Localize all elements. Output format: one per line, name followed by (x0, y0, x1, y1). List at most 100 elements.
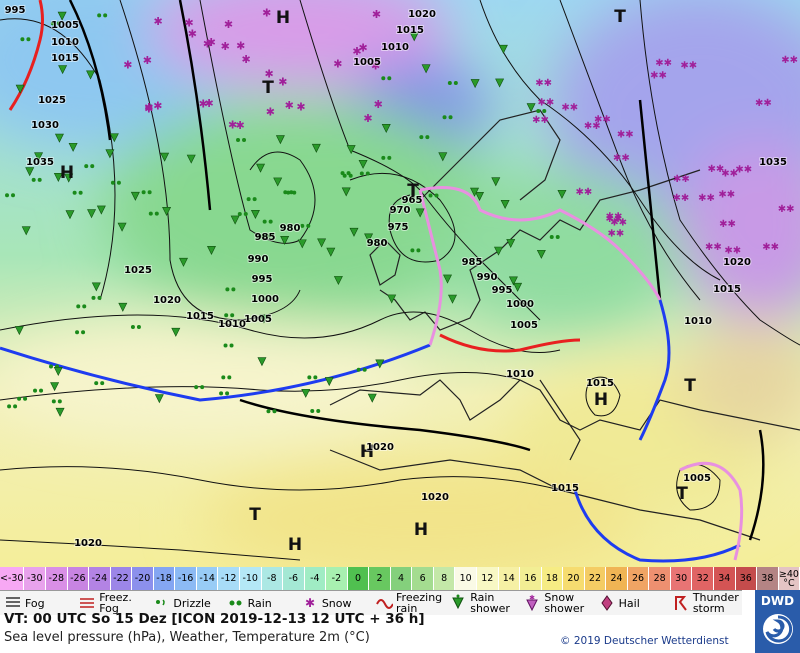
weather-legend-item: Freez. Fog (74, 591, 148, 615)
scale-cell: 18 (541, 567, 564, 590)
shower-symbol (206, 246, 216, 255)
shower-symbol (526, 103, 536, 113)
shower-symbol (364, 233, 374, 243)
scale-cell: 6 (412, 567, 434, 590)
weather-legend-item: Rain shower (445, 591, 519, 615)
rain-symbol (194, 385, 199, 390)
isobar-label: 1025 (124, 265, 152, 276)
rain-symbol (82, 304, 87, 309)
scale-cell: -16 (175, 567, 197, 590)
description: Sea level pressure (hPa), Weather, Tempe… (4, 630, 370, 645)
isobar-label: 985 (462, 257, 483, 268)
scale-cell: -2 (326, 567, 348, 590)
snow-symbol: ✱✱ (650, 71, 667, 82)
isobar-label: 1035 (759, 157, 787, 168)
scale-cell: -20 (132, 567, 154, 590)
shower-symbol (311, 143, 321, 153)
scale-cell: -24 (89, 567, 111, 590)
snow-symbol: ✱ (278, 75, 287, 88)
rain-symbol (17, 396, 22, 401)
pressure-center: H (288, 535, 302, 555)
rain-symbol (110, 180, 115, 185)
rain-symbol (130, 325, 135, 330)
rain-symbol (230, 313, 235, 318)
rain-symbol (356, 367, 361, 372)
shower-symbol (57, 11, 67, 21)
rain-symbol (292, 190, 297, 195)
shower-symbol (536, 249, 546, 259)
shower-symbol (259, 314, 269, 324)
scale-cell: -12 (218, 567, 240, 590)
isobar-label: 970 (390, 205, 411, 216)
rain-symbol (26, 37, 31, 42)
scale-cell: 12 (476, 567, 499, 590)
snow-symbol: ✱ (185, 17, 194, 30)
isobar-label: 1025 (38, 95, 66, 106)
scale-cell: <-30 (0, 567, 25, 590)
rain-symbol (225, 391, 230, 396)
pressure-center: H (360, 442, 374, 462)
snow-symbol: ✱✱ (705, 242, 722, 253)
rain-symbol (387, 76, 392, 81)
shower-symbol (346, 145, 356, 155)
scale-cell: -22 (110, 567, 133, 590)
scale-cell: 14 (498, 567, 521, 590)
scale-cell: -8 (261, 567, 284, 590)
rain-symbol (286, 190, 291, 195)
scale-cell: 30 (670, 567, 693, 590)
svg-text:✱: ✱ (529, 594, 535, 602)
snow-symbol: ✱✱ (721, 169, 738, 180)
rain-symbol (448, 115, 453, 120)
snow-symbol: ✱✱ (755, 98, 772, 109)
rain-symbol (410, 248, 415, 253)
shower-symbol (273, 177, 283, 187)
weather-legend-item: Fog (0, 591, 74, 615)
snow-symbol: ✱ (236, 39, 245, 52)
snow-symbol: ✱ (123, 59, 132, 72)
weather-icon (601, 595, 613, 611)
isobar-label: 1015 (51, 53, 79, 64)
snow-symbol: ✱ (235, 119, 244, 132)
scale-cell: 34 (713, 567, 736, 590)
snow-symbol: ✱ (221, 40, 230, 53)
rain-symbol (453, 81, 458, 86)
snow-symbol: ✱✱ (762, 242, 779, 253)
isobar-label: 1015 (396, 25, 424, 36)
scale-cell: 24 (606, 567, 628, 590)
pressure-labels: 995100510101015102510301035H102010151010… (4, 4, 788, 555)
snow-symbol: ✱ (144, 102, 153, 115)
weather-legend-item: ✱ Snow shower (519, 591, 593, 615)
scale-cell: -14 (196, 567, 219, 590)
rain-symbol (147, 190, 152, 195)
shower-symbol (162, 207, 172, 216)
rain-symbol (227, 375, 232, 380)
scale-cell: ≥40 °C (778, 567, 800, 590)
isobar-label: 975 (388, 222, 409, 233)
rain-symbol (229, 343, 234, 348)
isobar-label: 1015 (713, 284, 741, 295)
rain-symbol (72, 190, 77, 195)
isobar-label: 1020 (74, 538, 102, 549)
rain-symbol (20, 37, 25, 42)
weather-legend-label: Freez. Fog (99, 591, 132, 615)
scale-cell: -6 (283, 567, 305, 590)
weather-icon (674, 596, 687, 611)
rain-symbol (100, 381, 105, 386)
snow-symbol: ✱ (363, 112, 372, 125)
shower-symbol (160, 152, 170, 162)
isobar-label: 1035 (26, 157, 54, 168)
isobar-label: 1010 (506, 369, 534, 380)
rain-symbol (11, 193, 16, 198)
dwd-logo: DWD (755, 590, 800, 653)
pressure-center: H (60, 163, 74, 183)
rain-symbol (81, 330, 86, 335)
rain-symbol (289, 190, 294, 195)
shower-symbol (34, 152, 44, 162)
snow-symbol: ✱ (265, 68, 274, 81)
rain-symbol (116, 180, 121, 185)
weather-icon (376, 599, 394, 609)
rain-symbol (141, 190, 146, 195)
weather-legend-item: Thunder storm (668, 591, 742, 615)
pressure-center: T (614, 7, 626, 27)
